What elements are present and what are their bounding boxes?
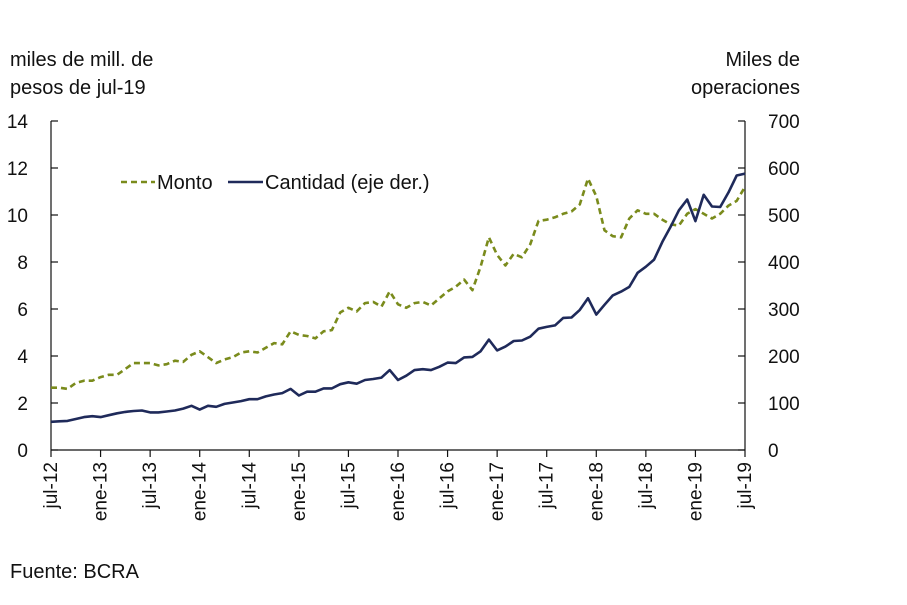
x-tick-label: jul-17	[537, 462, 558, 509]
source-note: Fuente: BCRA	[10, 561, 139, 583]
left-tick-label: 0	[17, 441, 28, 462]
legend-monto-label: Monto	[157, 172, 213, 194]
series-cantidad-line	[50, 172, 746, 424]
x-tick-label: jul-14	[239, 462, 260, 510]
right-axis-label-line1: Miles de	[726, 49, 800, 71]
right-tick-label: 500	[768, 206, 800, 227]
left-tick-label: 6	[17, 300, 28, 321]
left-tick-label: 10	[7, 206, 28, 227]
right-tick-label: 200	[768, 347, 800, 368]
x-tick-label: ene-18	[586, 462, 607, 521]
plot-area	[50, 172, 747, 424]
left-tick-label: 12	[7, 159, 28, 180]
x-tick-label: ene-15	[289, 462, 310, 521]
x-tick-label: ene-13	[91, 462, 112, 521]
left-tick-label: 4	[17, 347, 28, 368]
x-tick-label: jul-18	[636, 462, 657, 509]
right-tick-label: 100	[768, 394, 800, 415]
left-axis-label-line2: pesos de jul-19	[10, 77, 146, 99]
right-tick-label: 300	[768, 300, 800, 321]
right-axis-label-line2: operaciones	[691, 77, 800, 99]
x-tick-label: jul-12	[41, 462, 62, 509]
left-tick-label: 2	[17, 394, 28, 415]
x-tick-label: ene-17	[487, 462, 508, 521]
left-tick-label: 8	[17, 253, 28, 274]
x-tick-label: jul-13	[140, 462, 161, 509]
right-axis-ticks: 0 100 200 300 400 500 600 700	[738, 112, 800, 462]
left-axis-label-line1: miles de mill. de	[10, 49, 153, 71]
x-tick-label: jul-16	[438, 462, 459, 509]
left-tick-label: 14	[7, 112, 29, 133]
left-axis-ticks: 0 2 4 6 8 10 12 14	[7, 112, 58, 462]
legend-cantidad-label: Cantidad (eje der.)	[265, 172, 430, 194]
x-tick-label: ene-16	[388, 462, 409, 521]
right-tick-label: 400	[768, 253, 800, 274]
x-tick-label: ene-14	[190, 462, 211, 522]
x-tick-label: jul-19	[735, 462, 756, 509]
x-tick-label: jul-15	[338, 462, 359, 509]
x-tick-label: ene-19	[685, 462, 706, 521]
right-tick-label: 600	[768, 159, 800, 180]
legend: Monto Cantidad (eje der.)	[121, 172, 430, 194]
right-tick-label: 0	[768, 441, 779, 462]
x-axis-ticks: jul-12 ene-13 jul-13 ene-14 jul-14 ene-15 jul-…	[41, 450, 756, 521]
series-monto-line	[51, 177, 747, 391]
right-tick-label: 700	[768, 112, 800, 133]
axes	[50, 121, 746, 451]
